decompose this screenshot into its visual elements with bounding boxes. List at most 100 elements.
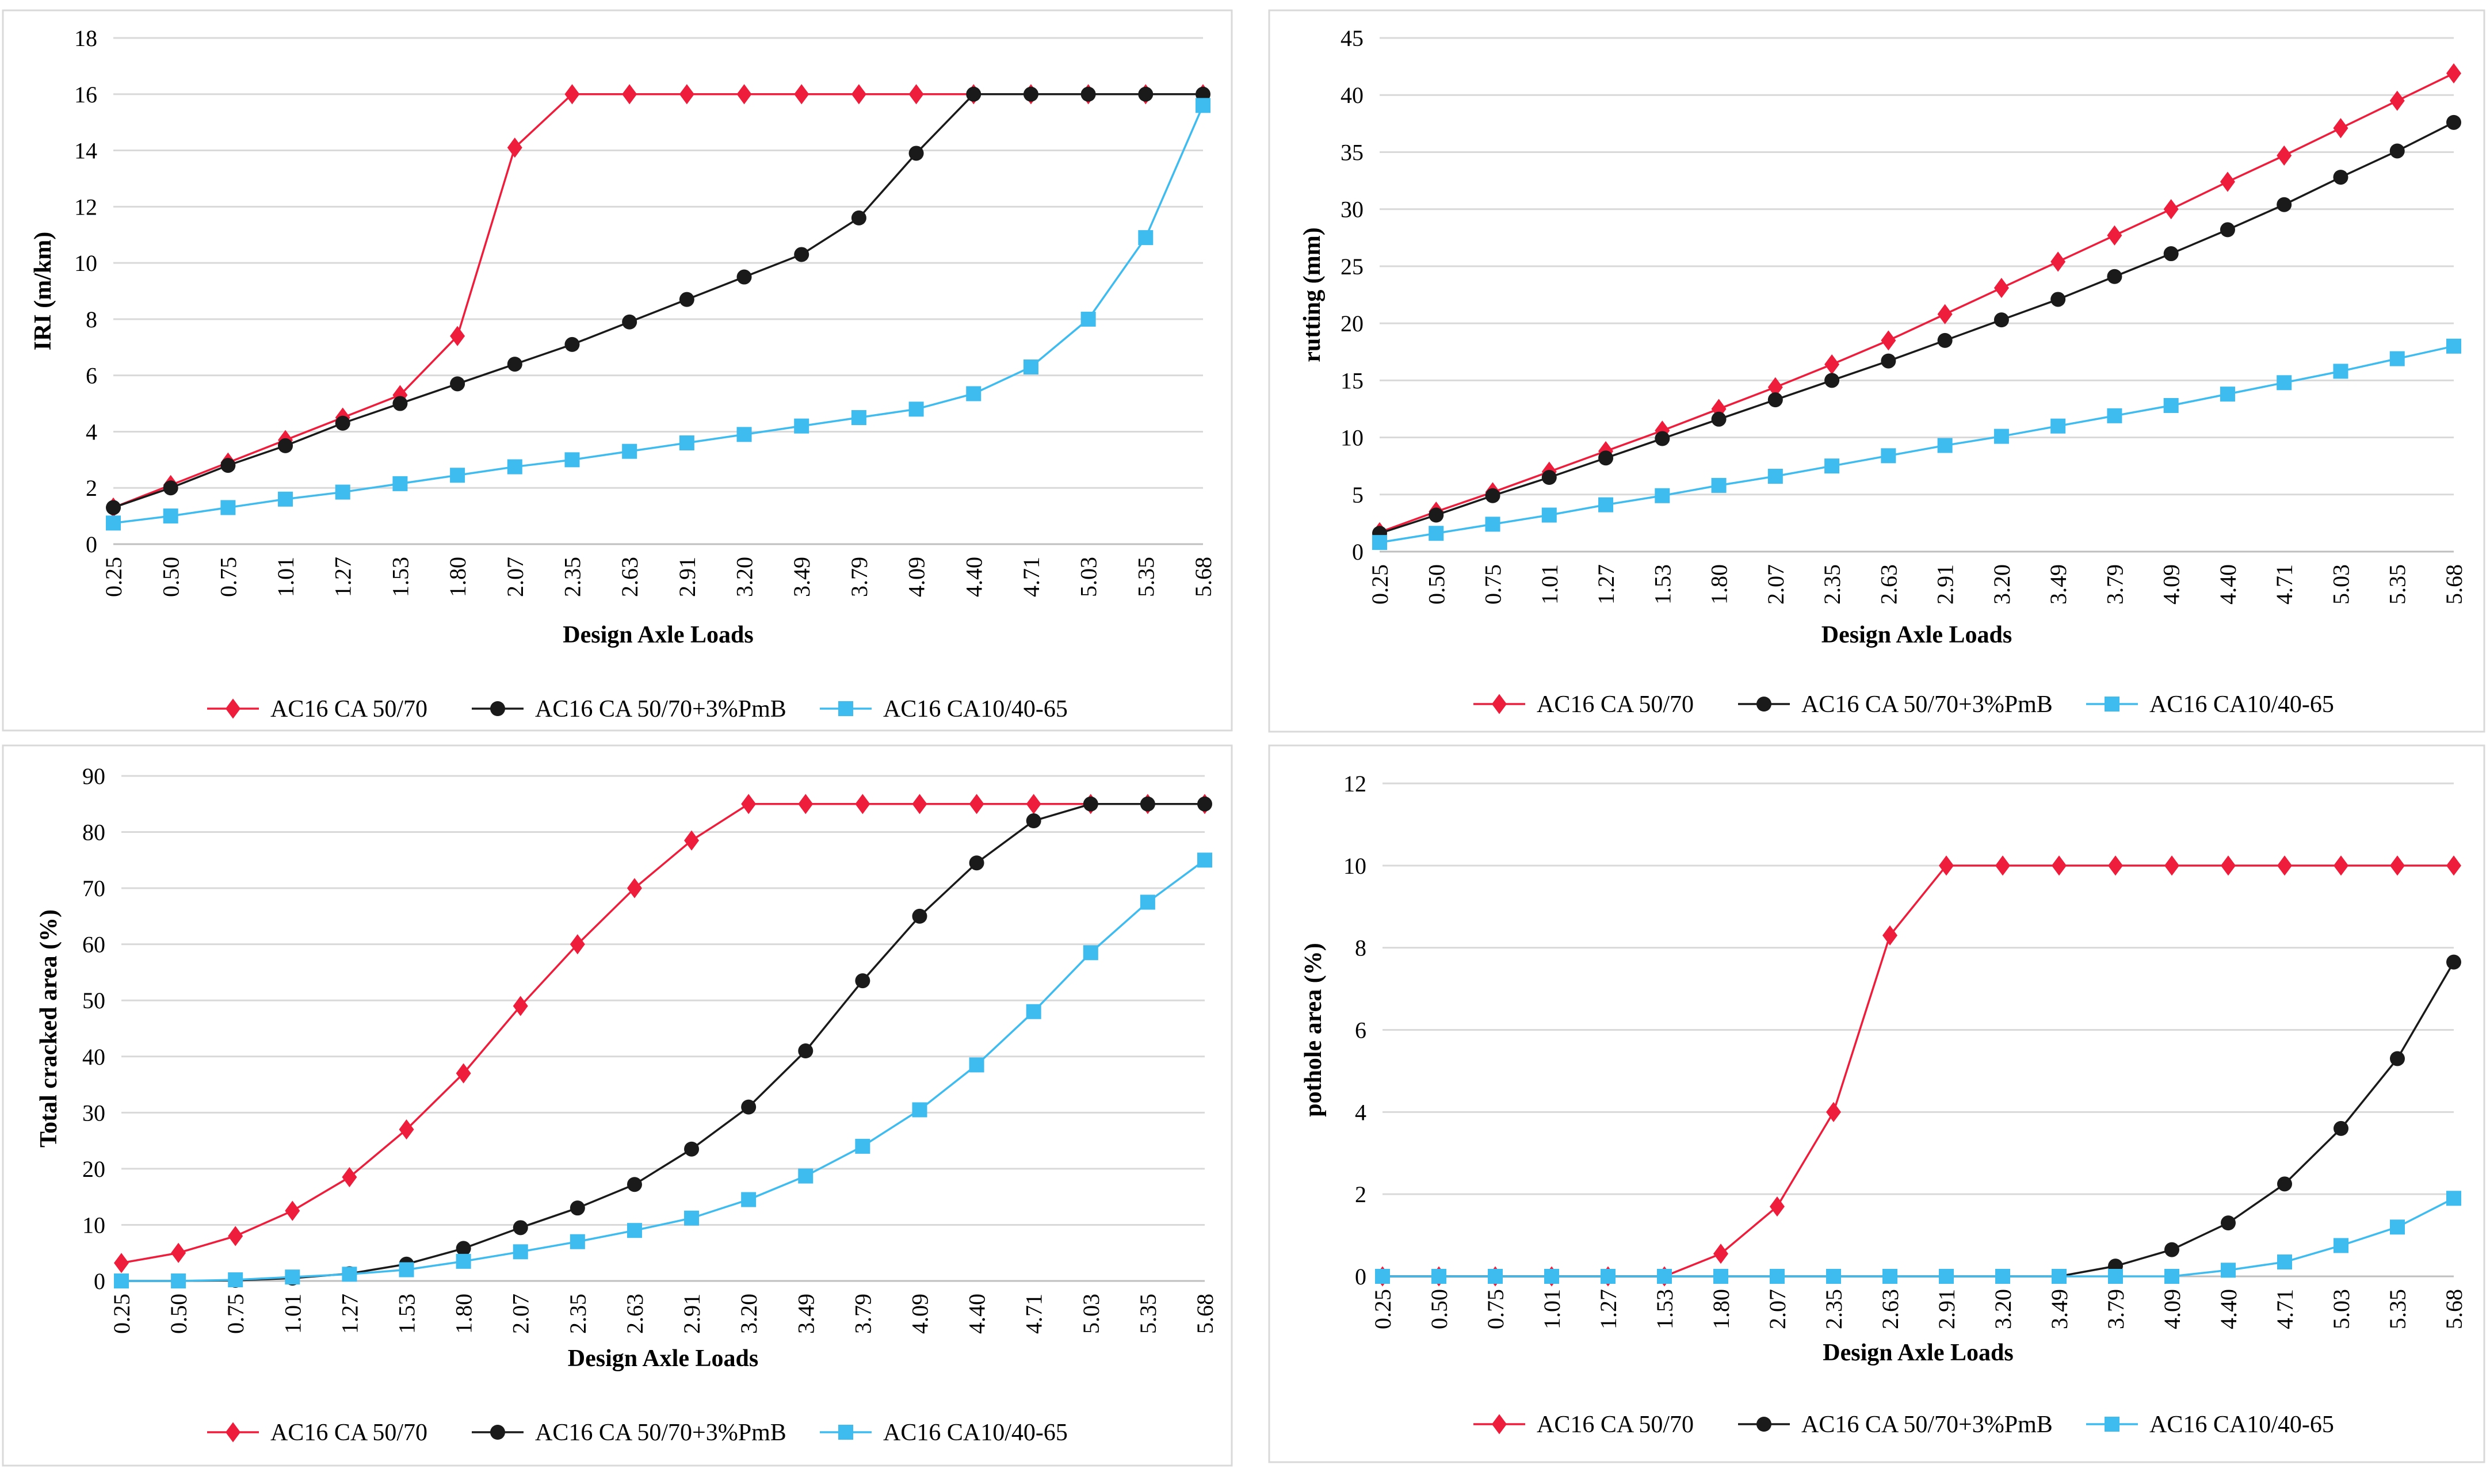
legend-marker — [226, 698, 240, 719]
x-tick-label: 3.20 — [732, 557, 758, 597]
x-tick-label: 3.79 — [2103, 1289, 2129, 1329]
series-line — [121, 803, 1205, 1264]
data-point — [851, 84, 866, 105]
x-tick-label: 5.35 — [1135, 1294, 1161, 1334]
legend-marker — [490, 1425, 505, 1440]
data-point — [450, 326, 465, 346]
data-point — [1138, 86, 1154, 102]
data-point — [1083, 945, 1098, 961]
data-point — [228, 1226, 243, 1246]
x-tick-label: 3.20 — [736, 1294, 762, 1334]
data-point — [456, 1063, 471, 1084]
x-tick-label: 2.63 — [1876, 564, 1901, 605]
data-point — [2446, 338, 2461, 354]
data-point — [1655, 431, 1670, 446]
data-point — [2108, 1269, 2123, 1284]
x-tick-label: 0.25 — [1367, 564, 1393, 605]
data-point — [2390, 855, 2405, 876]
data-point — [1713, 1269, 1728, 1284]
x-tick-label: 3.20 — [1989, 564, 2015, 605]
x-tick-label: 3.49 — [2045, 564, 2071, 605]
data-point — [969, 855, 984, 871]
data-point — [969, 1057, 984, 1073]
data-point — [392, 476, 408, 491]
data-point — [2390, 1051, 2405, 1066]
legend-marker — [1492, 694, 1507, 714]
data-point — [1196, 86, 1210, 102]
legend-label: AC16 CA 50/70 — [1537, 691, 1694, 718]
legend-marker — [2105, 1417, 2119, 1432]
data-point — [1713, 1244, 1728, 1264]
legend-label: AC16 CA 50/70 — [270, 1420, 427, 1446]
data-point — [285, 1269, 300, 1285]
data-point — [1657, 1269, 1672, 1284]
data-point — [1937, 438, 1953, 453]
legend-marker — [1492, 1414, 1507, 1435]
data-point — [1711, 399, 1727, 419]
data-point — [2446, 954, 2461, 970]
x-tick-label: 5.35 — [1133, 557, 1159, 597]
data-point — [627, 1223, 642, 1238]
legend-label: AC16 CA 50/70 — [270, 696, 427, 722]
data-point — [2277, 1176, 2292, 1192]
data-point — [1197, 852, 1212, 868]
x-tick-label: 5.35 — [2385, 1289, 2411, 1329]
y-axis-title: rutting (mm) — [1299, 227, 1326, 362]
data-point — [912, 908, 927, 924]
y-tick-label: 90 — [82, 763, 105, 789]
data-point — [2164, 855, 2179, 876]
legend: AC16 CA 50/70 AC16 CA 50/70+3%PmB AC16 CA1… — [1473, 1412, 2334, 1438]
y-tick-label: 20 — [1341, 311, 1364, 336]
data-point — [1711, 411, 1727, 427]
data-point — [2221, 855, 2236, 876]
data-point — [684, 830, 700, 851]
data-point — [570, 934, 585, 955]
x-axis-title: Design Axle Loads — [1823, 1340, 2013, 1366]
data-point — [2107, 269, 2122, 284]
data-point — [1140, 796, 1155, 812]
legend-label: AC16 CA10/40-65 — [2149, 1412, 2334, 1438]
y-axis-title: pothole area (%) — [1300, 943, 1327, 1117]
data-point — [1026, 813, 1041, 829]
x-tick-label: 2.91 — [679, 1294, 705, 1334]
legend-marker — [838, 1425, 853, 1440]
data-point — [220, 458, 236, 473]
y-tick-label: 45 — [1341, 25, 1364, 51]
data-point — [2333, 364, 2348, 379]
data-point — [1881, 448, 1896, 464]
data-point — [220, 500, 236, 515]
data-point — [794, 247, 809, 262]
x-tick-label: 4.09 — [904, 557, 930, 597]
data-point — [1485, 488, 1500, 503]
series-line — [1383, 1197, 2454, 1278]
legend-label: AC16 CA10/40-65 — [883, 696, 1068, 722]
y-tick-label: 60 — [82, 932, 105, 958]
data-point — [2446, 1191, 2461, 1206]
x-tick-label: 4.40 — [2215, 564, 2241, 605]
legend-label: AC16 CA 50/70+3%PmB — [535, 1420, 786, 1446]
data-point — [1080, 311, 1096, 327]
legend-label: AC16 CA 50/70+3%PmB — [1801, 1412, 2053, 1438]
x-axis-title: Design Axle Loads — [568, 1345, 758, 1372]
data-point — [335, 415, 350, 431]
data-point — [507, 357, 522, 372]
data-point — [679, 84, 694, 105]
data-point — [1023, 86, 1038, 102]
data-point — [1431, 1269, 1446, 1284]
data-point — [450, 468, 465, 483]
data-point — [1026, 1004, 1041, 1019]
legend-label: AC16 CA10/40-65 — [883, 1420, 1068, 1446]
y-tick-label: 0 — [1352, 539, 1364, 565]
x-tick-label: 2.63 — [617, 557, 643, 597]
x-tick-label: 5.68 — [2441, 1289, 2467, 1329]
data-point — [1993, 278, 2009, 299]
data-point — [969, 794, 984, 814]
data-point — [2163, 397, 2179, 413]
data-point — [794, 418, 809, 434]
x-tick-label: 1.80 — [1706, 564, 1732, 605]
data-point — [1937, 304, 1953, 324]
data-point — [2220, 222, 2235, 238]
x-tick-label: 2.07 — [1765, 1289, 1790, 1329]
y-tick-label: 10 — [1343, 853, 1366, 879]
x-tick-label: 0.50 — [166, 1294, 192, 1334]
